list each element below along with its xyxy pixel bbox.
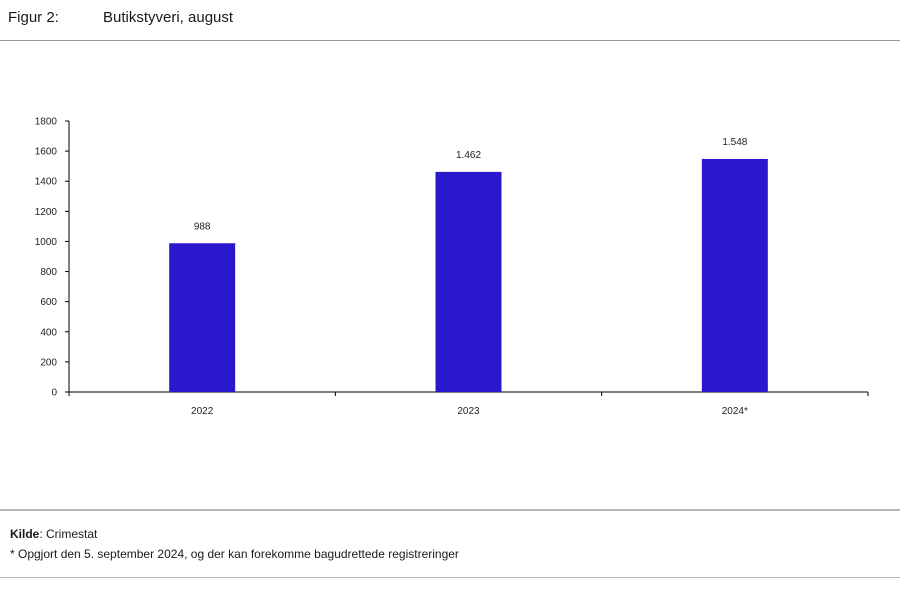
- figure-title: Butikstyveri, august: [103, 9, 234, 26]
- data-label: 1.462: [456, 150, 481, 161]
- y-tick-label: 1400: [35, 177, 58, 188]
- y-tick-label: 400: [40, 327, 57, 338]
- figure-header: Figur 2: Butikstyveri, august: [0, 0, 900, 41]
- source-label: Kilde: [10, 527, 40, 541]
- y-tick-label: 1800: [35, 117, 58, 128]
- y-tick-label: 1600: [35, 147, 58, 158]
- data-label: 1.548: [722, 137, 747, 148]
- bar: [435, 171, 502, 392]
- y-tick-label: 600: [40, 297, 57, 308]
- y-tick-label: 1000: [35, 237, 58, 248]
- x-tick-label: 2023: [457, 406, 480, 417]
- figure-label: Figur 2:: [8, 9, 59, 26]
- x-tick-label: 2024*: [722, 406, 748, 417]
- data-label: 988: [194, 221, 211, 232]
- y-tick-label: 800: [40, 267, 57, 278]
- footnote: * Opgjort den 5. september 2024, og der …: [10, 547, 459, 561]
- source-value: : Crimestat: [39, 527, 98, 541]
- bar: [169, 243, 236, 392]
- y-tick-label: 0: [51, 388, 57, 399]
- bar: [701, 158, 768, 392]
- y-tick-label: 200: [40, 357, 57, 368]
- x-tick-label: 2022: [191, 406, 214, 417]
- source-line: Kilde: Crimestat: [10, 527, 97, 541]
- footer-divider-top: [0, 509, 900, 511]
- y-tick-label: 1200: [35, 207, 58, 218]
- footer-divider-bottom: [0, 577, 900, 578]
- bar-chart: 0 200 400 600 800 1000 1200 1400 1600 1800 988 2022…: [35, 117, 869, 417]
